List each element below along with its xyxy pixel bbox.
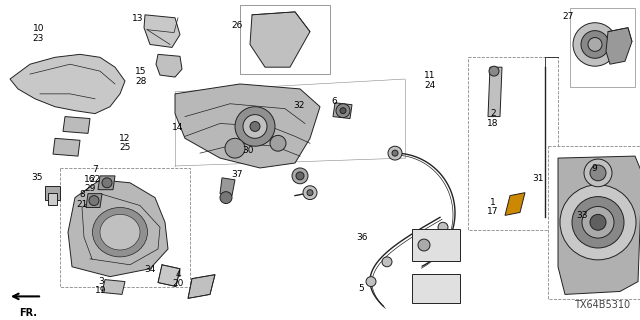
Text: 27: 27: [563, 12, 574, 21]
Polygon shape: [606, 28, 632, 64]
Text: 10
23: 10 23: [33, 24, 44, 43]
Polygon shape: [63, 116, 90, 133]
Polygon shape: [68, 180, 168, 276]
Text: 5: 5: [359, 284, 364, 293]
Text: 14: 14: [172, 123, 184, 132]
Polygon shape: [488, 67, 502, 116]
Text: 26: 26: [231, 21, 243, 30]
Circle shape: [581, 31, 609, 58]
Polygon shape: [158, 265, 180, 286]
Polygon shape: [156, 54, 182, 77]
Circle shape: [303, 186, 317, 200]
Polygon shape: [45, 186, 60, 200]
Text: 4
20: 4 20: [172, 269, 184, 288]
Circle shape: [573, 23, 617, 66]
Circle shape: [590, 165, 606, 181]
Circle shape: [582, 206, 614, 238]
Polygon shape: [505, 193, 525, 215]
Circle shape: [588, 37, 602, 52]
Polygon shape: [333, 103, 352, 118]
Circle shape: [366, 276, 376, 286]
Text: TX64B5310: TX64B5310: [574, 300, 630, 310]
Text: 30: 30: [243, 146, 254, 155]
Circle shape: [270, 135, 286, 151]
Polygon shape: [102, 280, 125, 294]
Text: 11
24: 11 24: [424, 71, 436, 90]
Polygon shape: [48, 193, 57, 204]
Text: 36: 36: [356, 233, 367, 242]
Text: 7
22: 7 22: [89, 165, 100, 184]
Circle shape: [250, 122, 260, 132]
Circle shape: [388, 146, 402, 160]
Circle shape: [296, 172, 304, 180]
Text: 3
19: 3 19: [95, 277, 107, 295]
Circle shape: [560, 185, 636, 260]
Text: 2
18: 2 18: [487, 109, 499, 128]
Circle shape: [382, 257, 392, 267]
Circle shape: [220, 192, 232, 204]
Bar: [412, 229, 460, 261]
Circle shape: [292, 168, 308, 184]
Circle shape: [243, 115, 267, 138]
Circle shape: [489, 66, 499, 76]
Text: 6: 6: [332, 97, 337, 106]
Polygon shape: [10, 54, 125, 114]
Text: 33: 33: [577, 211, 588, 220]
Text: 8
21: 8 21: [76, 190, 88, 209]
Bar: [468, 57, 558, 230]
Polygon shape: [86, 194, 102, 207]
Text: FR.: FR.: [19, 308, 37, 318]
Text: 1
17: 1 17: [487, 198, 499, 216]
Text: 32: 32: [293, 101, 305, 110]
Circle shape: [225, 138, 245, 158]
Bar: [548, 146, 640, 300]
Text: 34: 34: [145, 265, 156, 274]
Text: 13: 13: [132, 14, 143, 23]
Text: 35: 35: [31, 173, 43, 182]
Text: 16
29: 16 29: [84, 175, 95, 193]
Circle shape: [418, 239, 430, 251]
Polygon shape: [53, 138, 80, 156]
Polygon shape: [558, 156, 640, 294]
Circle shape: [590, 214, 606, 230]
Bar: [570, 8, 635, 87]
Polygon shape: [220, 178, 235, 196]
Circle shape: [392, 150, 398, 156]
Text: 37: 37: [231, 170, 243, 179]
Circle shape: [584, 159, 612, 187]
Ellipse shape: [93, 207, 147, 257]
Bar: [240, 5, 330, 74]
Bar: [60, 168, 190, 286]
Polygon shape: [175, 84, 320, 168]
Polygon shape: [250, 12, 310, 67]
Text: 9: 9: [591, 164, 596, 173]
Circle shape: [572, 196, 624, 248]
Text: 31: 31: [532, 174, 543, 183]
Bar: [412, 274, 460, 303]
Text: 15
28: 15 28: [135, 67, 147, 86]
Circle shape: [307, 190, 313, 196]
Circle shape: [235, 107, 275, 146]
Polygon shape: [144, 15, 180, 47]
Text: 12
25: 12 25: [119, 133, 131, 152]
Circle shape: [89, 196, 99, 205]
Polygon shape: [98, 176, 115, 190]
Circle shape: [340, 108, 346, 114]
Circle shape: [102, 178, 112, 188]
Ellipse shape: [100, 214, 140, 250]
Circle shape: [336, 104, 350, 117]
Circle shape: [438, 222, 448, 232]
Polygon shape: [188, 275, 215, 298]
